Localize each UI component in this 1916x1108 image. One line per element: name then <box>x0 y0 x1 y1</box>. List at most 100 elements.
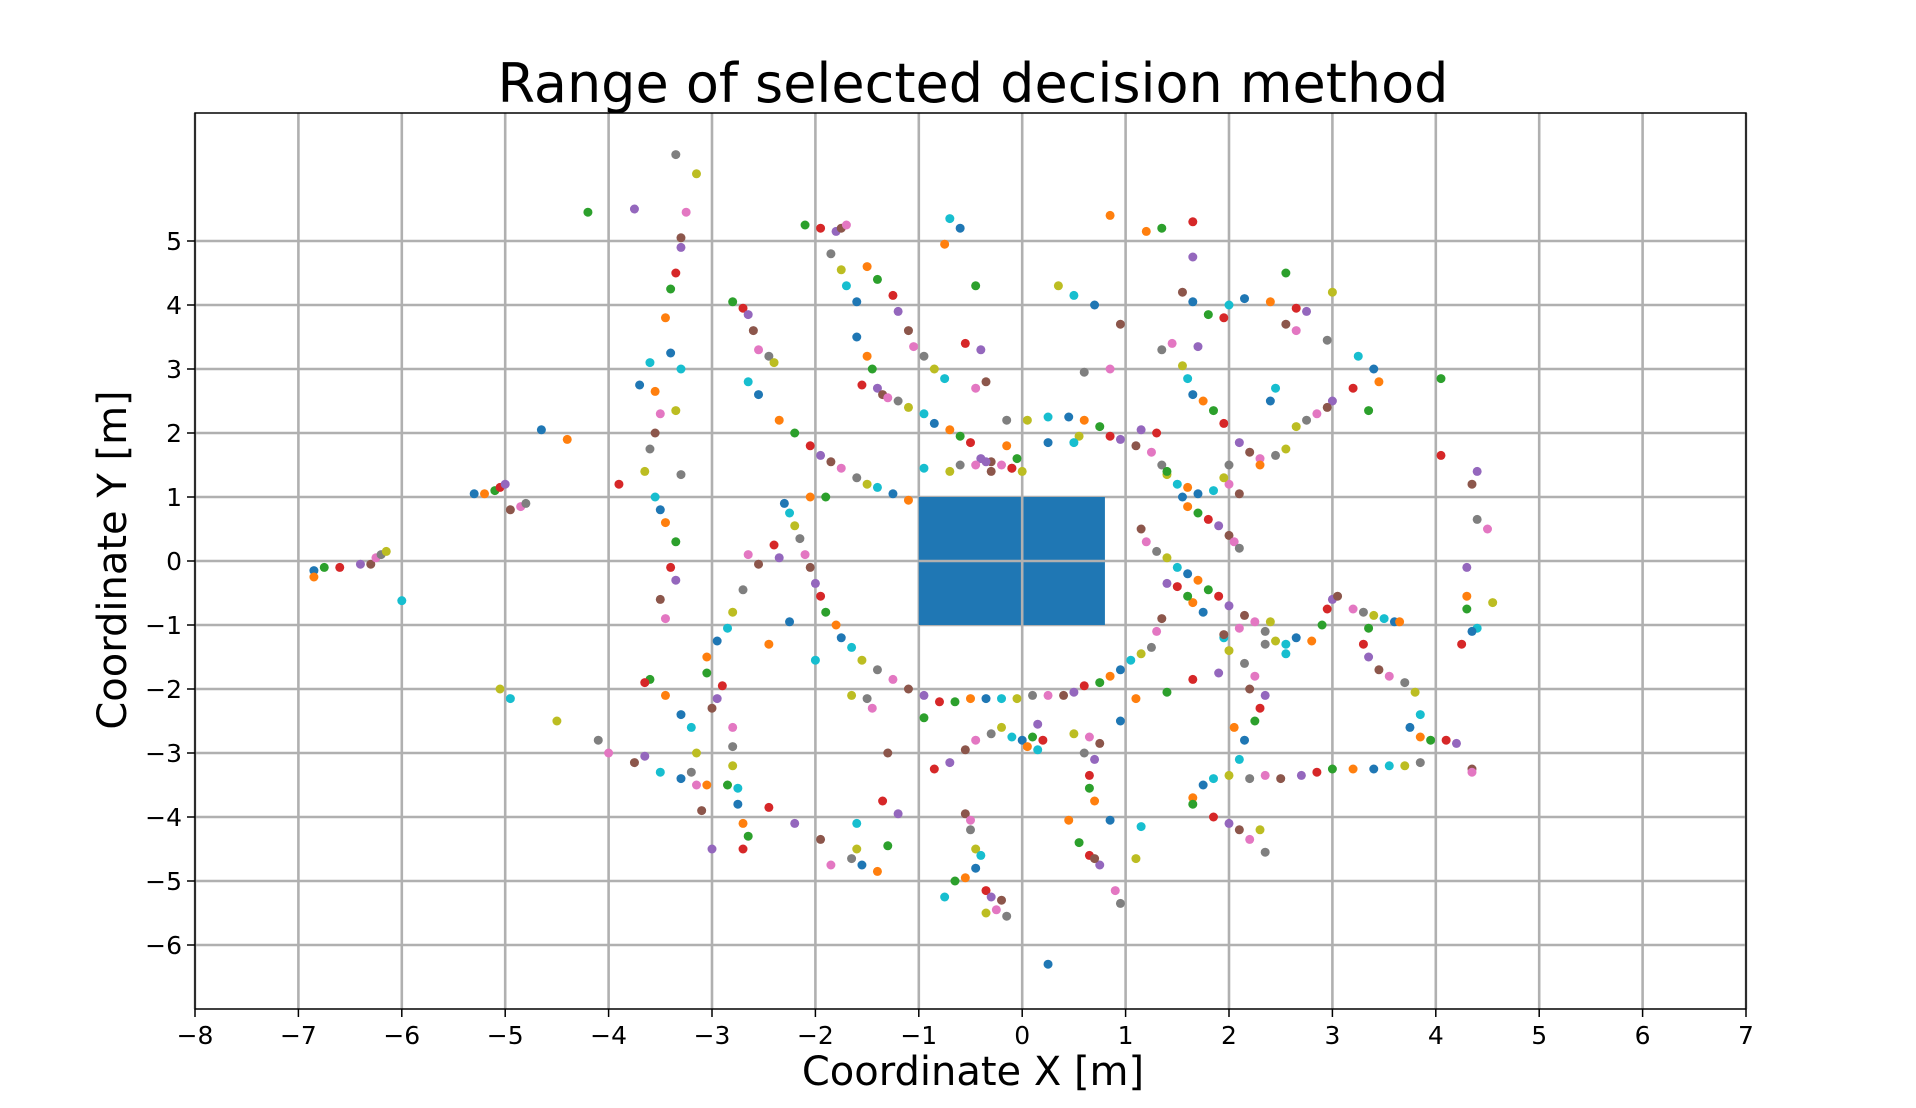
x-tick-label: −2 <box>797 1021 834 1050</box>
data-point <box>764 802 774 812</box>
data-point <box>1079 681 1089 691</box>
data-point <box>1157 460 1167 470</box>
data-point <box>1022 742 1032 752</box>
data-point <box>1364 623 1374 633</box>
data-point <box>366 559 376 569</box>
data-point <box>940 239 950 249</box>
data-point <box>1384 671 1394 681</box>
data-point <box>1250 617 1260 627</box>
data-point <box>1002 911 1012 921</box>
data-point <box>666 562 676 572</box>
data-point <box>1038 735 1048 745</box>
data-point <box>707 703 717 713</box>
data-point <box>702 780 712 790</box>
data-point <box>1183 502 1193 512</box>
data-point <box>1198 607 1208 617</box>
data-point <box>1198 396 1208 406</box>
y-tick-label: −5 <box>145 867 182 896</box>
data-point <box>841 220 851 230</box>
y-tick-label: 0 <box>166 547 182 576</box>
data-point <box>671 575 681 585</box>
data-point <box>888 489 898 499</box>
data-point <box>872 482 882 492</box>
data-point <box>981 908 991 918</box>
data-point <box>1064 815 1074 825</box>
data-point <box>1141 537 1151 547</box>
data-point <box>872 866 882 876</box>
y-axis-ticks: −6 −5 −4 −3 −2 −1 0 1 2 3 4 5 <box>145 227 195 960</box>
data-point <box>552 716 562 726</box>
data-point <box>1436 450 1446 460</box>
data-point <box>1115 898 1125 908</box>
data-point <box>1162 553 1172 563</box>
data-point <box>1198 780 1208 790</box>
data-point <box>857 860 867 870</box>
data-point <box>1208 406 1218 416</box>
data-point <box>686 722 696 732</box>
data-point <box>1271 636 1281 646</box>
data-point <box>738 585 748 595</box>
y-tick-label: −3 <box>145 739 182 768</box>
data-point <box>857 655 867 665</box>
data-point <box>1115 716 1125 726</box>
y-tick-label: 2 <box>166 419 182 448</box>
data-point <box>862 262 872 272</box>
data-point <box>805 441 815 451</box>
data-point <box>562 434 572 444</box>
x-tick-label: 5 <box>1531 1021 1547 1050</box>
data-point <box>1084 732 1094 742</box>
data-point <box>733 783 743 793</box>
x-tick-label: −6 <box>383 1021 420 1050</box>
data-point <box>1302 415 1312 425</box>
data-point <box>971 735 981 745</box>
data-point <box>1291 303 1301 313</box>
data-point <box>888 290 898 300</box>
data-point <box>1358 607 1368 617</box>
data-point <box>1167 338 1177 348</box>
data-point <box>1157 223 1167 233</box>
data-point <box>1172 582 1182 592</box>
data-point <box>986 466 996 476</box>
data-point <box>1183 482 1193 492</box>
x-tick-label: 0 <box>1014 1021 1030 1050</box>
data-point <box>1224 601 1234 611</box>
data-point <box>903 326 913 336</box>
data-point <box>852 473 862 483</box>
data-point <box>764 351 774 361</box>
x-tick-label: −5 <box>487 1021 524 1050</box>
data-point <box>1327 396 1337 406</box>
data-point <box>1234 825 1244 835</box>
data-point <box>836 265 846 275</box>
x-tick-label: −8 <box>177 1021 214 1050</box>
data-point <box>826 249 836 259</box>
data-point <box>1203 310 1213 320</box>
data-point <box>521 498 531 508</box>
data-point <box>1400 761 1410 771</box>
data-point <box>888 674 898 684</box>
data-point <box>1219 418 1229 428</box>
data-point <box>1322 335 1332 345</box>
data-point <box>1214 521 1224 531</box>
data-point <box>1302 306 1312 316</box>
y-tick-label: 3 <box>166 355 182 384</box>
data-point <box>723 623 733 633</box>
data-point <box>1255 825 1265 835</box>
data-point <box>1395 617 1405 627</box>
data-point <box>945 425 955 435</box>
data-point <box>1415 758 1425 768</box>
data-point <box>1462 562 1472 572</box>
data-point <box>1193 575 1203 585</box>
data-point <box>1312 409 1322 419</box>
data-point <box>1260 690 1270 700</box>
data-point <box>1364 406 1374 416</box>
data-point <box>717 681 727 691</box>
data-point <box>1291 633 1301 643</box>
data-point <box>1322 402 1332 412</box>
data-point <box>1296 770 1306 780</box>
data-point <box>1224 818 1234 828</box>
data-point <box>728 761 738 771</box>
data-point <box>655 409 665 419</box>
data-point <box>1131 694 1141 704</box>
data-point <box>1012 694 1022 704</box>
data-point <box>1193 489 1203 499</box>
